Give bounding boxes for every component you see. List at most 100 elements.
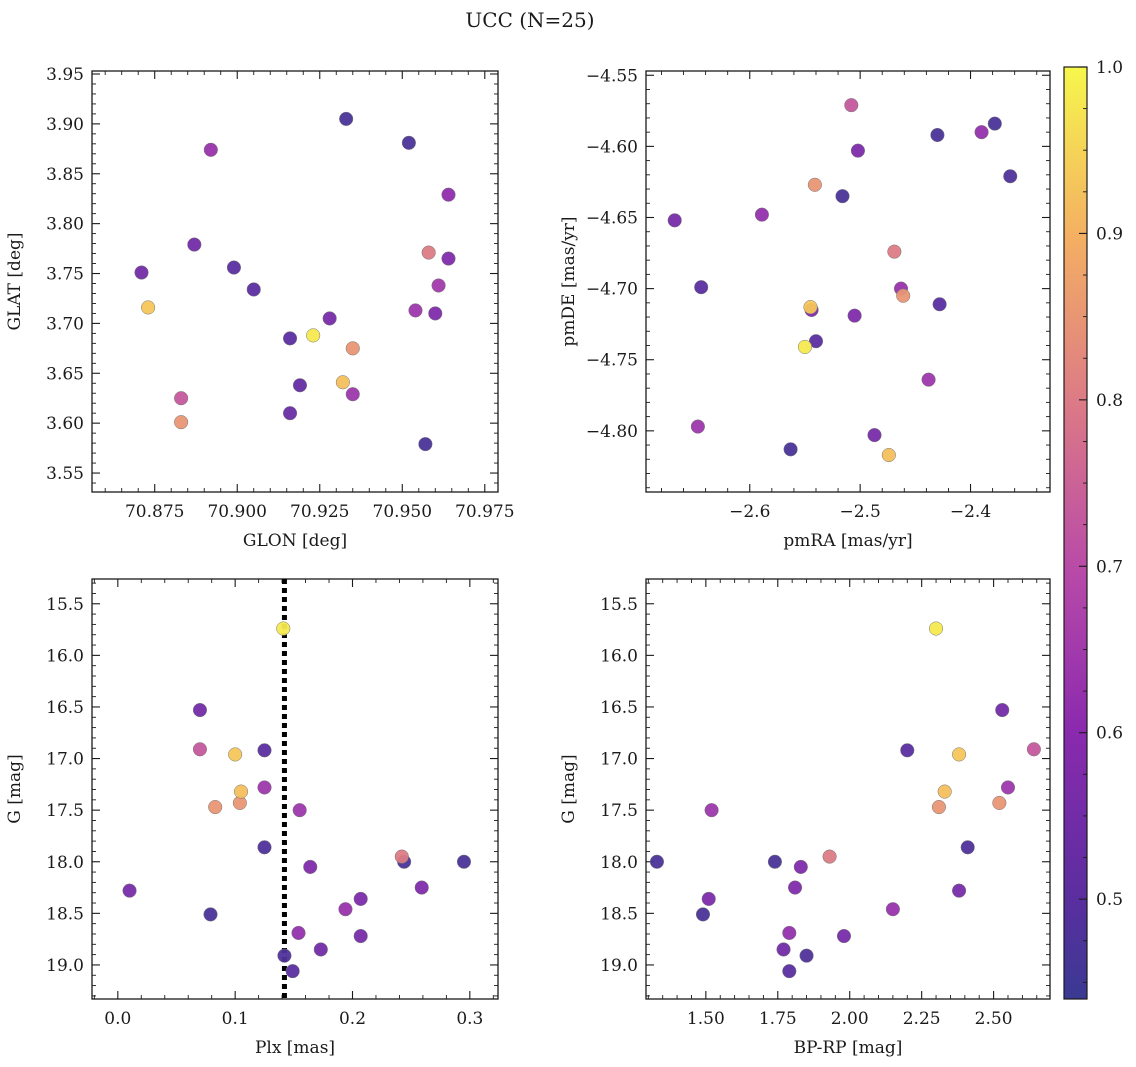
data-point [276,621,291,636]
x-tick-label: −2.6 [729,502,770,522]
data-point [974,125,989,140]
y-tick-label: −4.80 [586,422,638,442]
data-point [408,303,423,318]
data-point [690,419,705,434]
data-point [695,907,711,922]
x-tick-label: −2.4 [950,502,991,522]
data-point [952,883,967,898]
data-point [783,442,798,457]
y-tick-label: 17.0 [46,750,84,770]
data-point [987,116,1002,131]
y-tick-label: 18.5 [46,904,84,924]
data-point [836,929,852,944]
y-tick-label: 18.0 [46,853,84,873]
data-point [960,840,975,855]
data-point [776,942,791,957]
data-point [228,747,243,762]
data-point [345,341,360,356]
x-tick-label: 70.925 [290,502,349,522]
y-tick-label: 18.0 [600,853,638,873]
x-tick-label: 1.75 [759,1009,797,1029]
data-point [649,854,664,869]
y-tick-label: 16.5 [600,698,638,718]
y-tick-label: 3.90 [46,115,84,135]
data-point [793,859,808,874]
data-point [822,849,837,864]
colorbar-tick-label: 0.8 [1096,391,1123,411]
data-point [887,244,902,259]
data-point [428,306,443,321]
data-point [226,260,241,275]
colorbar-tick-label: 0.9 [1096,224,1123,244]
x-tick-label: 70.975 [455,502,514,522]
data-point [203,907,218,922]
y-axis-label: G [mag] [559,754,579,823]
colorbar-tick-label: 0.7 [1096,557,1123,577]
data-point [931,800,946,815]
y-tick-label: 3.65 [46,364,84,384]
data-point [353,929,368,944]
data-point [929,621,944,636]
data-point [799,948,814,963]
colorbar-tick-label: 1.0 [1096,58,1123,78]
data-point [257,743,272,758]
y-tick-label: 16.0 [600,646,638,666]
data-point [930,127,945,143]
data-point [338,902,353,917]
x-axis-label: Plx [mas] [255,1038,335,1058]
data-point [803,300,818,315]
data-point [431,278,446,293]
x-tick-label: 0.0 [104,1009,131,1029]
x-tick-label: 0.2 [339,1009,366,1029]
data-point [808,334,824,349]
data-point [694,280,709,295]
y-tick-label: −4.70 [586,280,638,300]
data-point [208,800,223,815]
x-axis-label: pmRA [mas/yr] [783,531,912,551]
data-point [306,328,321,343]
data-point [782,925,797,941]
colorbar: 0.5 0.6 0.7 0.8 0.9 1.0 [1063,58,1123,1000]
y-tick-label: 17.5 [46,801,84,821]
data-point [282,331,298,346]
data-point [456,854,472,869]
data-point [885,902,900,917]
colorbar-gradient [1063,66,1088,1000]
y-axis-label: GLAT [deg] [5,232,25,330]
data-point [788,880,803,895]
data-point [844,98,859,113]
plot-frame [645,70,1051,493]
data-point [257,840,272,855]
data-point [401,135,416,150]
data-point [282,406,298,421]
data-point [754,207,769,222]
data-point [277,948,292,963]
data-point [303,859,318,874]
data-point [1000,780,1016,795]
figure-title: UCC (N=25) [465,8,594,32]
data-point [952,747,967,762]
plot-frame [91,70,499,493]
y-tick-label: 19.0 [600,956,638,976]
x-tick-label: 1.50 [687,1009,725,1029]
data-point [414,880,429,895]
data-point [233,784,249,799]
data-point [847,308,862,323]
data-point [767,854,782,869]
y-tick-label: 3.75 [46,265,84,285]
data-point [900,743,915,758]
y-tick-label: 16.5 [46,698,84,718]
x-tick-label: 2.00 [831,1009,869,1029]
data-point [921,372,936,387]
y-tick-label: 15.5 [46,595,84,615]
data-point [421,245,436,260]
y-tick-label: −4.75 [586,351,638,371]
x-tick-label: 70.875 [125,502,184,522]
y-tick-label: 3.70 [46,314,84,334]
panel-glon-glat: 70.875 70.900 70.925 70.950 70.975 3.55 3.60 3.… [5,65,515,551]
colorbar-tick-label: 0.6 [1096,724,1123,744]
data-point [257,780,272,795]
y-tick-label: −4.55 [586,66,638,86]
data-point [313,942,328,957]
